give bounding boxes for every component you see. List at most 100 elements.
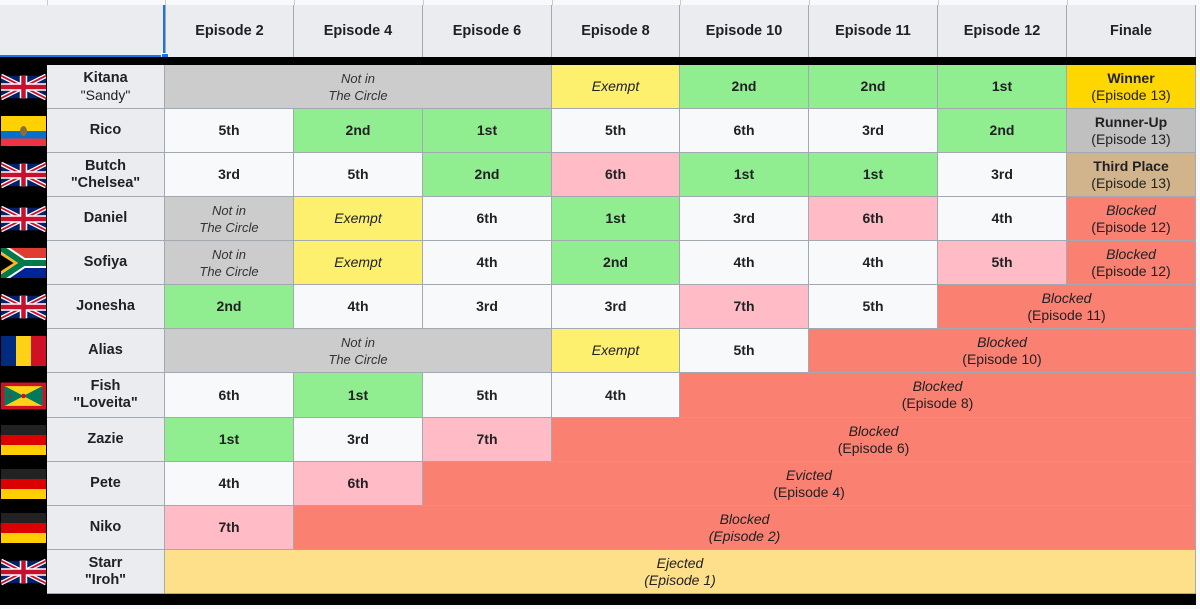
finale-result: Winner: [1107, 69, 1155, 86]
contestant-name: Kitana: [83, 69, 128, 86]
status-not-in-circle: Not in The Circle: [165, 329, 552, 373]
contestant-alias: "Loveita": [73, 395, 138, 411]
finale-episode: (Episode 12): [1091, 262, 1171, 279]
placement-cell: 4th: [423, 241, 552, 285]
selection-border-vertical: [163, 5, 165, 57]
placement-cell: 1st: [165, 418, 294, 462]
contestant-name: Rico: [89, 122, 122, 138]
header-episode-2[interactable]: Episode 2: [165, 5, 294, 57]
uk-flag-icon: [0, 550, 47, 594]
placement-cell: 1st: [294, 373, 423, 418]
germany-flag-icon: [0, 462, 47, 506]
placement-cell: 5th: [938, 241, 1067, 285]
contestant-alias: "Sandy": [80, 86, 131, 103]
status-episode: (Episode 8): [901, 395, 974, 411]
placement-cell: 3rd: [809, 109, 938, 153]
status-blocked: Blocked (Episode 8): [680, 373, 1196, 418]
column-tick: [1067, 0, 1068, 5]
column-tick: [938, 0, 939, 5]
status-line: Evicted: [786, 466, 832, 483]
contestant-alias: "Chelsea": [70, 174, 141, 191]
placement-cell: 7th: [423, 418, 552, 462]
placement-cell: 6th: [423, 197, 552, 241]
uk-flag-icon: [0, 153, 47, 197]
finale-episode: (Episode 13): [1091, 86, 1171, 103]
placement-cell: 5th: [423, 373, 552, 418]
status-line: Not in: [212, 202, 246, 218]
contestant-name: Sofiya: [83, 254, 128, 270]
finale-winner: Winner (Episode 13): [1067, 65, 1196, 109]
contestant-name: Niko: [89, 519, 122, 535]
status-line: Not in: [341, 70, 375, 86]
header-episode-12[interactable]: Episode 12: [938, 5, 1067, 57]
contestant-name-butch: Butch "Chelsea": [47, 153, 165, 197]
placement-cell: 5th: [552, 109, 680, 153]
placement-cell: 2nd: [809, 65, 938, 109]
status-evicted: Evicted (Episode 4): [423, 462, 1196, 506]
status-line: Blocked: [912, 378, 963, 394]
table-bottom-bar: [0, 594, 1196, 605]
contestant-name: Alias: [88, 342, 123, 358]
header-episode-4[interactable]: Episode 4: [294, 5, 423, 57]
status-episode: (Episode 10): [962, 350, 1042, 367]
finale-third-place: Third Place (Episode 13): [1067, 153, 1196, 197]
placement-cell: 4th: [552, 373, 680, 418]
placement-cell: 3rd: [423, 285, 552, 329]
romania-flag-icon: [0, 329, 47, 373]
placement-cell: 4th: [165, 462, 294, 506]
finale-runner-up: Runner-Up (Episode 13): [1067, 109, 1196, 153]
contestant-name-zazie: Zazie: [47, 418, 165, 462]
sheet-top-strip: [0, 0, 1200, 5]
contestant-name-daniel: Daniel: [47, 197, 165, 241]
status-line: Not in: [212, 246, 246, 262]
finale-result: Runner-Up: [1094, 113, 1168, 130]
placement-cell: 2nd: [938, 109, 1067, 153]
placement-cell: 2nd: [165, 285, 294, 329]
header-corner-cell[interactable]: [0, 5, 165, 57]
status-episode: (Episode 2): [708, 527, 781, 544]
placement-cell: 2nd: [680, 65, 809, 109]
status-blocked: Blocked (Episode 2): [294, 506, 1196, 550]
placement-cell: 3rd: [552, 285, 680, 329]
column-tick: [47, 0, 48, 5]
uk-flag-icon: [0, 65, 47, 109]
placement-cell: 7th: [680, 285, 809, 329]
header-episode-8[interactable]: Episode 8: [552, 5, 680, 57]
status-blocked: Blocked (Episode 10): [809, 329, 1196, 373]
status-episode: (Episode 11): [1027, 306, 1106, 323]
contestant-name-niko: Niko: [47, 506, 165, 550]
status-exempt: Exempt: [294, 197, 423, 241]
contestant-name-sofiya: Sofiya: [47, 241, 165, 285]
placement-cell: 1st: [809, 153, 938, 197]
finale-blocked: Blocked (Episode 12): [1067, 241, 1196, 285]
contestant-name: Butch: [84, 157, 127, 174]
status-not-in-circle: Not in The Circle: [165, 241, 294, 285]
placement-cell: 5th: [680, 329, 809, 373]
finale-episode: (Episode 12): [1091, 218, 1171, 235]
status-episode: (Episode 6): [837, 439, 910, 456]
placement-cell: 1st: [423, 109, 552, 153]
contestant-name: Daniel: [83, 210, 128, 226]
status-not-in-circle: Not in The Circle: [165, 65, 552, 109]
header-episode-6[interactable]: Episode 6: [423, 5, 552, 57]
uk-flag-icon: [0, 285, 47, 329]
contestant-name-fish: Fish "Loveita": [47, 373, 165, 418]
placement-cell: 5th: [809, 285, 938, 329]
status-exempt: Exempt: [294, 241, 423, 285]
placement-cell: 4th: [938, 197, 1067, 241]
placement-cell: 2nd: [294, 109, 423, 153]
selection-border-horizontal: [0, 55, 165, 57]
status-line: The Circle: [328, 87, 388, 103]
contestant-name-rico: Rico: [47, 109, 165, 153]
header-episode-10[interactable]: Episode 10: [680, 5, 809, 57]
header-episode-11[interactable]: Episode 11: [809, 5, 938, 57]
status-blocked: Blocked (Episode 11): [938, 285, 1196, 329]
grenada-flag-icon: [0, 373, 47, 418]
placement-cell: 6th: [294, 462, 423, 506]
placement-cell: 3rd: [165, 153, 294, 197]
placement-cell: 1st: [552, 197, 680, 241]
header-finale[interactable]: Finale: [1067, 5, 1196, 57]
contestant-alias: "Iroh": [84, 571, 127, 588]
status-not-in-circle: Not in The Circle: [165, 197, 294, 241]
placement-cell: 3rd: [680, 197, 809, 241]
